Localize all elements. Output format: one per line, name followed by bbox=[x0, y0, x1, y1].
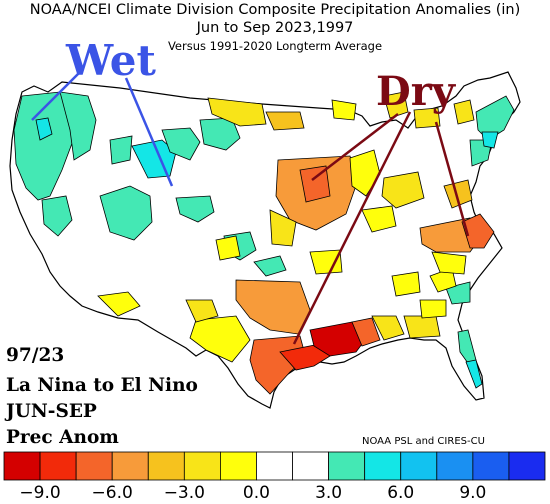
annotation-years: 97/23 bbox=[6, 345, 65, 366]
annotation-season: JUN-SEP bbox=[6, 401, 97, 422]
colorbar-swatch bbox=[147, 451, 185, 481]
colorbar-swatch bbox=[292, 451, 329, 481]
colorbar-tick-label: 0.0 bbox=[242, 483, 270, 503]
map-baseline: Versus 1991-2020 Longterm Average bbox=[167, 39, 383, 53]
colorbar-swatch bbox=[508, 451, 546, 481]
colorbar-tick-label: −9.0 bbox=[19, 483, 61, 503]
colorbar-swatch bbox=[364, 451, 402, 481]
annotation-variable: Prec Anom bbox=[6, 427, 119, 448]
colorbar-swatch bbox=[39, 451, 77, 481]
map-period: Jun to Sep 2023,1997 bbox=[196, 20, 354, 36]
colorbar-swatch bbox=[3, 451, 41, 481]
colorbar-swatch bbox=[183, 451, 221, 481]
colorbar-swatch bbox=[111, 451, 149, 481]
colorbar-tick-label: 9.0 bbox=[459, 483, 487, 503]
colorbar-tick-label: −6.0 bbox=[91, 483, 133, 503]
dry-pointers bbox=[292, 111, 470, 345]
colorbar-tick-label: 3.0 bbox=[315, 483, 343, 503]
colorbar-swatch bbox=[75, 451, 113, 481]
colorbar-swatch bbox=[219, 451, 257, 481]
colorbar-tick-label: 6.0 bbox=[387, 483, 415, 503]
dry-label: Dry bbox=[376, 68, 456, 115]
colorbar bbox=[3, 451, 546, 481]
credit-text: NOAA PSL and CIRES-CU bbox=[362, 436, 485, 447]
colorbar-swatch bbox=[436, 451, 474, 481]
colorbar-swatch bbox=[328, 451, 366, 481]
colorbar-swatch bbox=[256, 451, 293, 481]
wet-regions bbox=[13, 91, 515, 389]
colorbar-tick-label: −3.0 bbox=[163, 483, 205, 503]
colorbar-swatch bbox=[472, 451, 510, 481]
wet-pointers bbox=[31, 71, 174, 187]
dry-regions bbox=[97, 91, 495, 395]
wet-label: Wet bbox=[66, 36, 156, 85]
annotation-transition: La Nina to El Nino bbox=[6, 375, 198, 396]
map-title: NOAA/NCEI Climate Division Composite Pre… bbox=[29, 2, 521, 18]
colorbar-swatch bbox=[400, 451, 438, 481]
